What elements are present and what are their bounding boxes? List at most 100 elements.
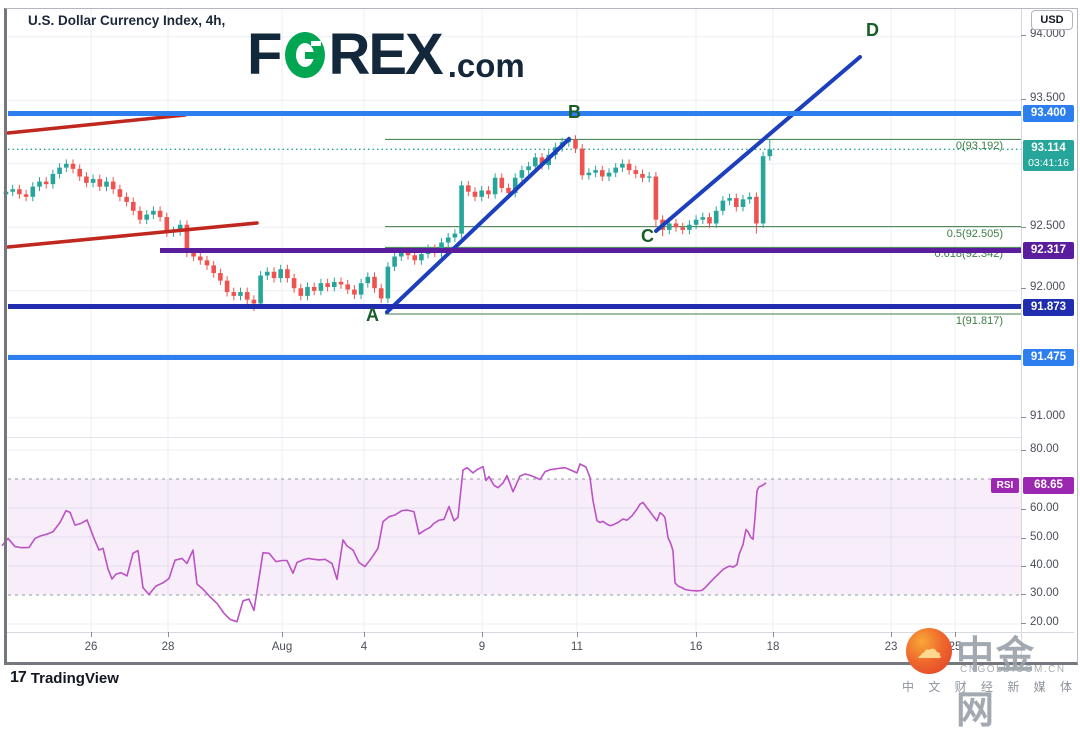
- price-axis-label: 94.000: [1030, 28, 1066, 40]
- candle-body: [620, 163, 625, 168]
- price-axis-label: 91.000: [1030, 410, 1066, 422]
- candle-body: [325, 283, 330, 287]
- candle-body: [419, 253, 424, 261]
- trendline-AB: [385, 137, 571, 314]
- candle-body: [472, 191, 478, 197]
- tradingview-logo[interactable]: 17 TradingView: [10, 669, 119, 687]
- candle-body: [64, 163, 69, 168]
- candle-body: [70, 163, 76, 169]
- level-line-92.317[interactable]: [160, 248, 1021, 254]
- candle-body: [526, 166, 531, 171]
- time-axis-label: 26: [84, 641, 98, 653]
- candle-body: [492, 177, 498, 195]
- wave-point-A: A: [366, 305, 379, 325]
- rsi-indicator-tag: RSI: [991, 477, 1019, 493]
- candle-body: [211, 265, 216, 274]
- candle-body: [606, 172, 612, 177]
- cngold-logo-icon: [906, 628, 952, 674]
- fib-label: 0.5(92.505): [946, 227, 1003, 240]
- forex-com-logo: F REX .com: [247, 24, 525, 86]
- candle-body: [84, 176, 89, 183]
- candle-body: [271, 271, 277, 279]
- candle-body: [378, 288, 384, 299]
- time-axis-label: 9: [478, 641, 486, 653]
- price-axis-label: 30.00: [1030, 587, 1059, 599]
- candle-body: [265, 271, 270, 276]
- candle-body: [231, 292, 237, 296]
- candle-body: [97, 179, 103, 187]
- price-badge-value: 68.65: [1034, 478, 1063, 491]
- candle-body: [466, 185, 471, 192]
- pane-separator[interactable]: [7, 437, 1021, 438]
- price-axis-label: 60.00: [1030, 502, 1059, 514]
- price-axis-separator: [1021, 9, 1022, 660]
- level-line-91.475[interactable]: [8, 354, 1021, 360]
- rsi-band: [8, 479, 1021, 595]
- candle-body: [412, 255, 417, 261]
- price-axis-tick: [1021, 227, 1026, 228]
- price-badge-91.475: 91.475: [1023, 348, 1074, 366]
- price-axis-label: 50.00: [1030, 531, 1059, 543]
- candle-body: [90, 179, 96, 183]
- candle-body: [291, 278, 297, 289]
- trendline-CD: [654, 55, 862, 233]
- candle-body: [244, 292, 250, 300]
- candle-body: [754, 196, 759, 224]
- candle-body: [285, 269, 290, 279]
- candle-body: [600, 170, 605, 177]
- wave-point-B: B: [568, 102, 581, 122]
- price-badge-value: 92.317: [1030, 243, 1067, 256]
- time-axis-tick: [91, 632, 92, 637]
- currency-unit-badge[interactable]: USD: [1031, 10, 1073, 30]
- price-badge-93.114: 93.114 03:41:16: [1023, 140, 1074, 171]
- price-axis-label: 92.500: [1030, 220, 1066, 232]
- candle-body: [680, 227, 685, 230]
- candle-body: [224, 280, 230, 293]
- wave-point-C: C: [641, 226, 654, 246]
- price-badge-value: 91.873: [1030, 300, 1067, 313]
- price-badge-value: 93.400: [1030, 106, 1067, 119]
- candle-body: [372, 276, 377, 289]
- candle-body: [593, 170, 598, 173]
- candle-body: [144, 214, 149, 220]
- candle-body: [151, 210, 156, 215]
- candle-body: [365, 276, 371, 284]
- price-axis-tick: [1021, 288, 1026, 289]
- candle-body: [137, 210, 143, 220]
- forex-logo-o-icon: [285, 32, 326, 78]
- candle-body: [131, 201, 136, 211]
- candle-body: [573, 139, 578, 149]
- price-axis-tick: [1021, 538, 1026, 539]
- tradingview-wordmark: TradingView: [30, 669, 119, 687]
- price-axis-label: 92.000: [1030, 281, 1066, 293]
- candle-body: [519, 170, 525, 178]
- price-badge-92.317: 92.317: [1023, 241, 1074, 259]
- candle-body: [238, 292, 243, 296]
- candle-body: [392, 256, 397, 267]
- price-axis-tick: [1021, 566, 1026, 567]
- candle-body: [405, 251, 411, 256]
- time-axis-tick: [891, 632, 892, 637]
- candle-body: [727, 198, 732, 201]
- candle-body: [646, 176, 652, 178]
- candle-body: [191, 252, 196, 257]
- candle-body: [3, 191, 9, 195]
- forex-logo-f: F: [247, 22, 282, 87]
- rsi-line: [1, 463, 767, 623]
- cngold-swirl-glyph: ☁: [916, 634, 942, 664]
- price-badge-value: 93.114: [1031, 142, 1066, 154]
- price-axis-label: 40.00: [1030, 559, 1059, 571]
- price-axis-tick: [1021, 35, 1026, 36]
- candle-body: [445, 237, 451, 243]
- price-badge-91.873: 91.873: [1023, 298, 1074, 316]
- price-axis-tick: [1021, 594, 1026, 595]
- price-axis-tick: [1021, 417, 1026, 418]
- price-axis-tick: [1021, 450, 1026, 451]
- candle-body: [760, 156, 766, 224]
- candle-body: [17, 189, 22, 195]
- level-line-91.873[interactable]: [8, 304, 1021, 310]
- candle-body: [439, 242, 444, 253]
- level-line-93.400[interactable]: [8, 110, 1021, 116]
- chart-plot-area[interactable]: [0, 0, 1080, 695]
- time-axis-label: 11: [571, 641, 583, 653]
